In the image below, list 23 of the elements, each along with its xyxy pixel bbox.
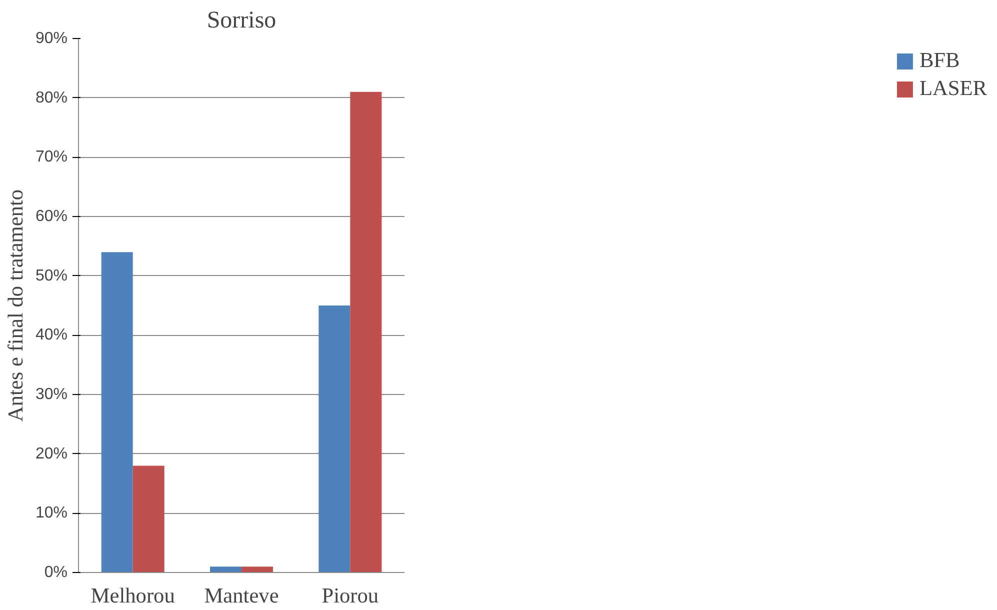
chart-title: Sorriso [206, 8, 276, 34]
x-tick-label: Manteve [204, 584, 279, 608]
bar [242, 566, 274, 572]
y-tick-label: 20% [35, 445, 68, 462]
bar [101, 252, 133, 572]
y-tick-label: 40% [35, 326, 68, 344]
y-axis-title: Antes e final do tratamento [3, 189, 28, 422]
y-tick-label: 60% [35, 208, 68, 225]
y-tick-label: 90% [35, 30, 68, 47]
bar [210, 566, 242, 572]
bar [132, 466, 164, 572]
x-tick-label: Piorou [322, 584, 379, 608]
bar [318, 306, 350, 572]
y-tick-label: 50% [35, 267, 68, 284]
legend-label: LASER [919, 76, 987, 101]
y-tick-label: 10% [35, 504, 68, 522]
y-tick-label: 80% [35, 89, 68, 106]
x-tick-label: Melhorou [90, 584, 176, 608]
y-tick-label: 0% [44, 564, 68, 581]
bar [350, 92, 382, 572]
y-tick-label: 30% [35, 386, 68, 403]
legend-label: BFB [919, 48, 960, 73]
y-tick-label: 70% [35, 148, 68, 166]
